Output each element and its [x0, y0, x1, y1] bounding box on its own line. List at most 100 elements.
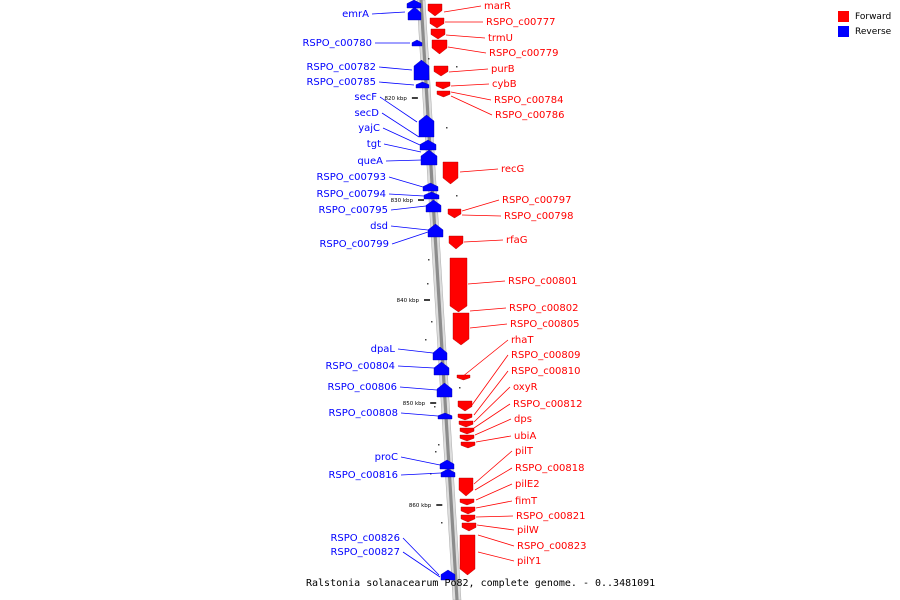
reverse-gene-arrow: [418, 114, 435, 138]
track-dot: [438, 444, 440, 446]
forward-label-leader: [474, 418, 512, 436]
reverse-gene-label: RSPO_c00826: [330, 533, 400, 544]
reverse-gene-label: tgt: [367, 139, 381, 150]
reverse-gene-arrow: [427, 223, 444, 238]
reverse-label-leader: [388, 193, 425, 197]
track-dot: [446, 127, 448, 129]
reverse-gene-label: RSPO_c00827: [330, 547, 400, 558]
reverse-swatch: [838, 26, 849, 37]
legend-item-reverse: Reverse: [838, 24, 891, 39]
forward-gene-arrow: [452, 312, 470, 346]
genome-caption: Ralstonia solanacearum Po82, complete ge…: [306, 578, 656, 589]
reverse-label-leader: [381, 112, 420, 138]
kbp-tick-label: 860 kbp: [409, 503, 432, 509]
forward-label-leader: [463, 239, 504, 243]
forward-gene-arrow: [456, 374, 471, 381]
forward-gene-label: RSPO_c00818: [515, 463, 585, 474]
forward-label-leader: [448, 68, 489, 73]
reverse-label-leader: [399, 386, 438, 391]
reverse-label-leader: [397, 348, 434, 354]
track-dot: [456, 195, 458, 197]
forward-gene-arrow: [449, 257, 468, 313]
forward-gene-arrow: [427, 3, 443, 17]
kbp-tick-label: 820 kbp: [384, 96, 407, 102]
track-dot: [431, 321, 433, 323]
forward-gene-label: pilY1: [517, 556, 541, 567]
forward-gene-arrow: [436, 90, 451, 98]
legend-label-forward: Forward: [855, 11, 892, 22]
reverse-gene-label: dpaL: [371, 344, 396, 355]
track-dot: [425, 339, 427, 341]
forward-label-leader: [475, 500, 513, 509]
forward-label-leader: [475, 515, 514, 518]
forward-label-leader: [473, 370, 509, 416]
forward-label-leader: [450, 95, 493, 116]
reverse-label-leader: [379, 96, 418, 123]
reverse-gene-label: proC: [375, 452, 398, 463]
forward-gene-arrow: [460, 441, 476, 449]
reverse-gene-arrow: [432, 346, 448, 361]
forward-gene-label: RSPO_c00798: [504, 211, 574, 222]
reverse-label-leader: [390, 225, 429, 231]
forward-label-leader: [476, 524, 515, 531]
reverse-gene-arrow: [433, 361, 450, 376]
forward-gene-arrow: [457, 413, 473, 421]
reverse-label-leader: [400, 456, 441, 466]
reverse-label-leader: [402, 551, 441, 578]
forward-gene-label: pilW: [517, 525, 539, 536]
forward-gene-arrow: [435, 81, 451, 90]
genome-backbone: [419, 0, 459, 600]
reverse-gene-label: yajC: [358, 123, 380, 134]
forward-label-leader: [445, 34, 486, 39]
forward-label-leader: [469, 323, 508, 329]
forward-gene-arrow: [431, 39, 448, 55]
kbp-tick-label: 850 kbp: [403, 401, 426, 407]
reverse-label-leader: [383, 143, 422, 153]
forward-gene-arrow: [460, 514, 476, 523]
track-dot: [456, 66, 458, 68]
reverse-label-leader: [371, 11, 406, 15]
reverse-gene-label: RSPO_c00795: [318, 205, 388, 216]
forward-label-leader: [443, 5, 482, 13]
forward-gene-arrow: [459, 427, 475, 435]
forward-gene-label: ubiA: [514, 431, 536, 442]
forward-label-leader: [461, 214, 502, 217]
track-dot: [434, 406, 436, 408]
track-dot: [435, 451, 437, 453]
forward-label-leader: [477, 534, 515, 547]
forward-gene-label: RSPO_c00802: [509, 303, 579, 314]
forward-gene-arrow: [457, 400, 473, 412]
forward-gene-label: RSPO_c00784: [494, 95, 564, 106]
forward-label-leader: [473, 450, 513, 485]
forward-label-leader: [461, 199, 500, 212]
reverse-gene-label: RSPO_c00782: [306, 62, 376, 73]
forward-gene-arrow: [459, 434, 475, 442]
forward-gene-arrow: [442, 161, 459, 185]
reverse-label-leader: [390, 205, 427, 211]
forward-gene-label: RSPO_c00786: [495, 110, 565, 121]
reverse-label-leader: [391, 231, 429, 245]
reverse-gene-label: RSPO_c00780: [302, 38, 372, 49]
reverse-gene-label: emrA: [342, 9, 369, 20]
reverse-label-leader: [400, 412, 439, 417]
forward-swatch: [838, 11, 849, 22]
reverse-gene-label: RSPO_c00799: [319, 239, 389, 250]
reverse-gene-label: RSPO_c00808: [328, 408, 398, 419]
forward-label-leader: [459, 168, 499, 173]
forward-gene-label: rfaG: [506, 235, 528, 246]
reverse-label-leader: [378, 81, 415, 86]
forward-label-leader: [471, 354, 509, 406]
forward-gene-arrow: [459, 498, 475, 506]
forward-gene-arrow: [458, 420, 474, 428]
reverse-gene-label: queA: [357, 156, 383, 167]
forward-gene-label: pilT: [515, 446, 534, 457]
forward-gene-label: RSPO_c00810: [511, 366, 581, 377]
forward-gene-label: RSPO_c00821: [516, 511, 586, 522]
forward-gene-label: oxyR: [513, 382, 538, 393]
forward-gene-label: RSPO_c00812: [513, 399, 583, 410]
forward-gene-label: marR: [484, 1, 511, 12]
forward-gene-label: dps: [514, 414, 532, 425]
reverse-label-leader: [385, 159, 423, 162]
forward-gene-label: RSPO_c00809: [511, 350, 581, 361]
forward-gene-label: RSPO_c00797: [502, 195, 572, 206]
